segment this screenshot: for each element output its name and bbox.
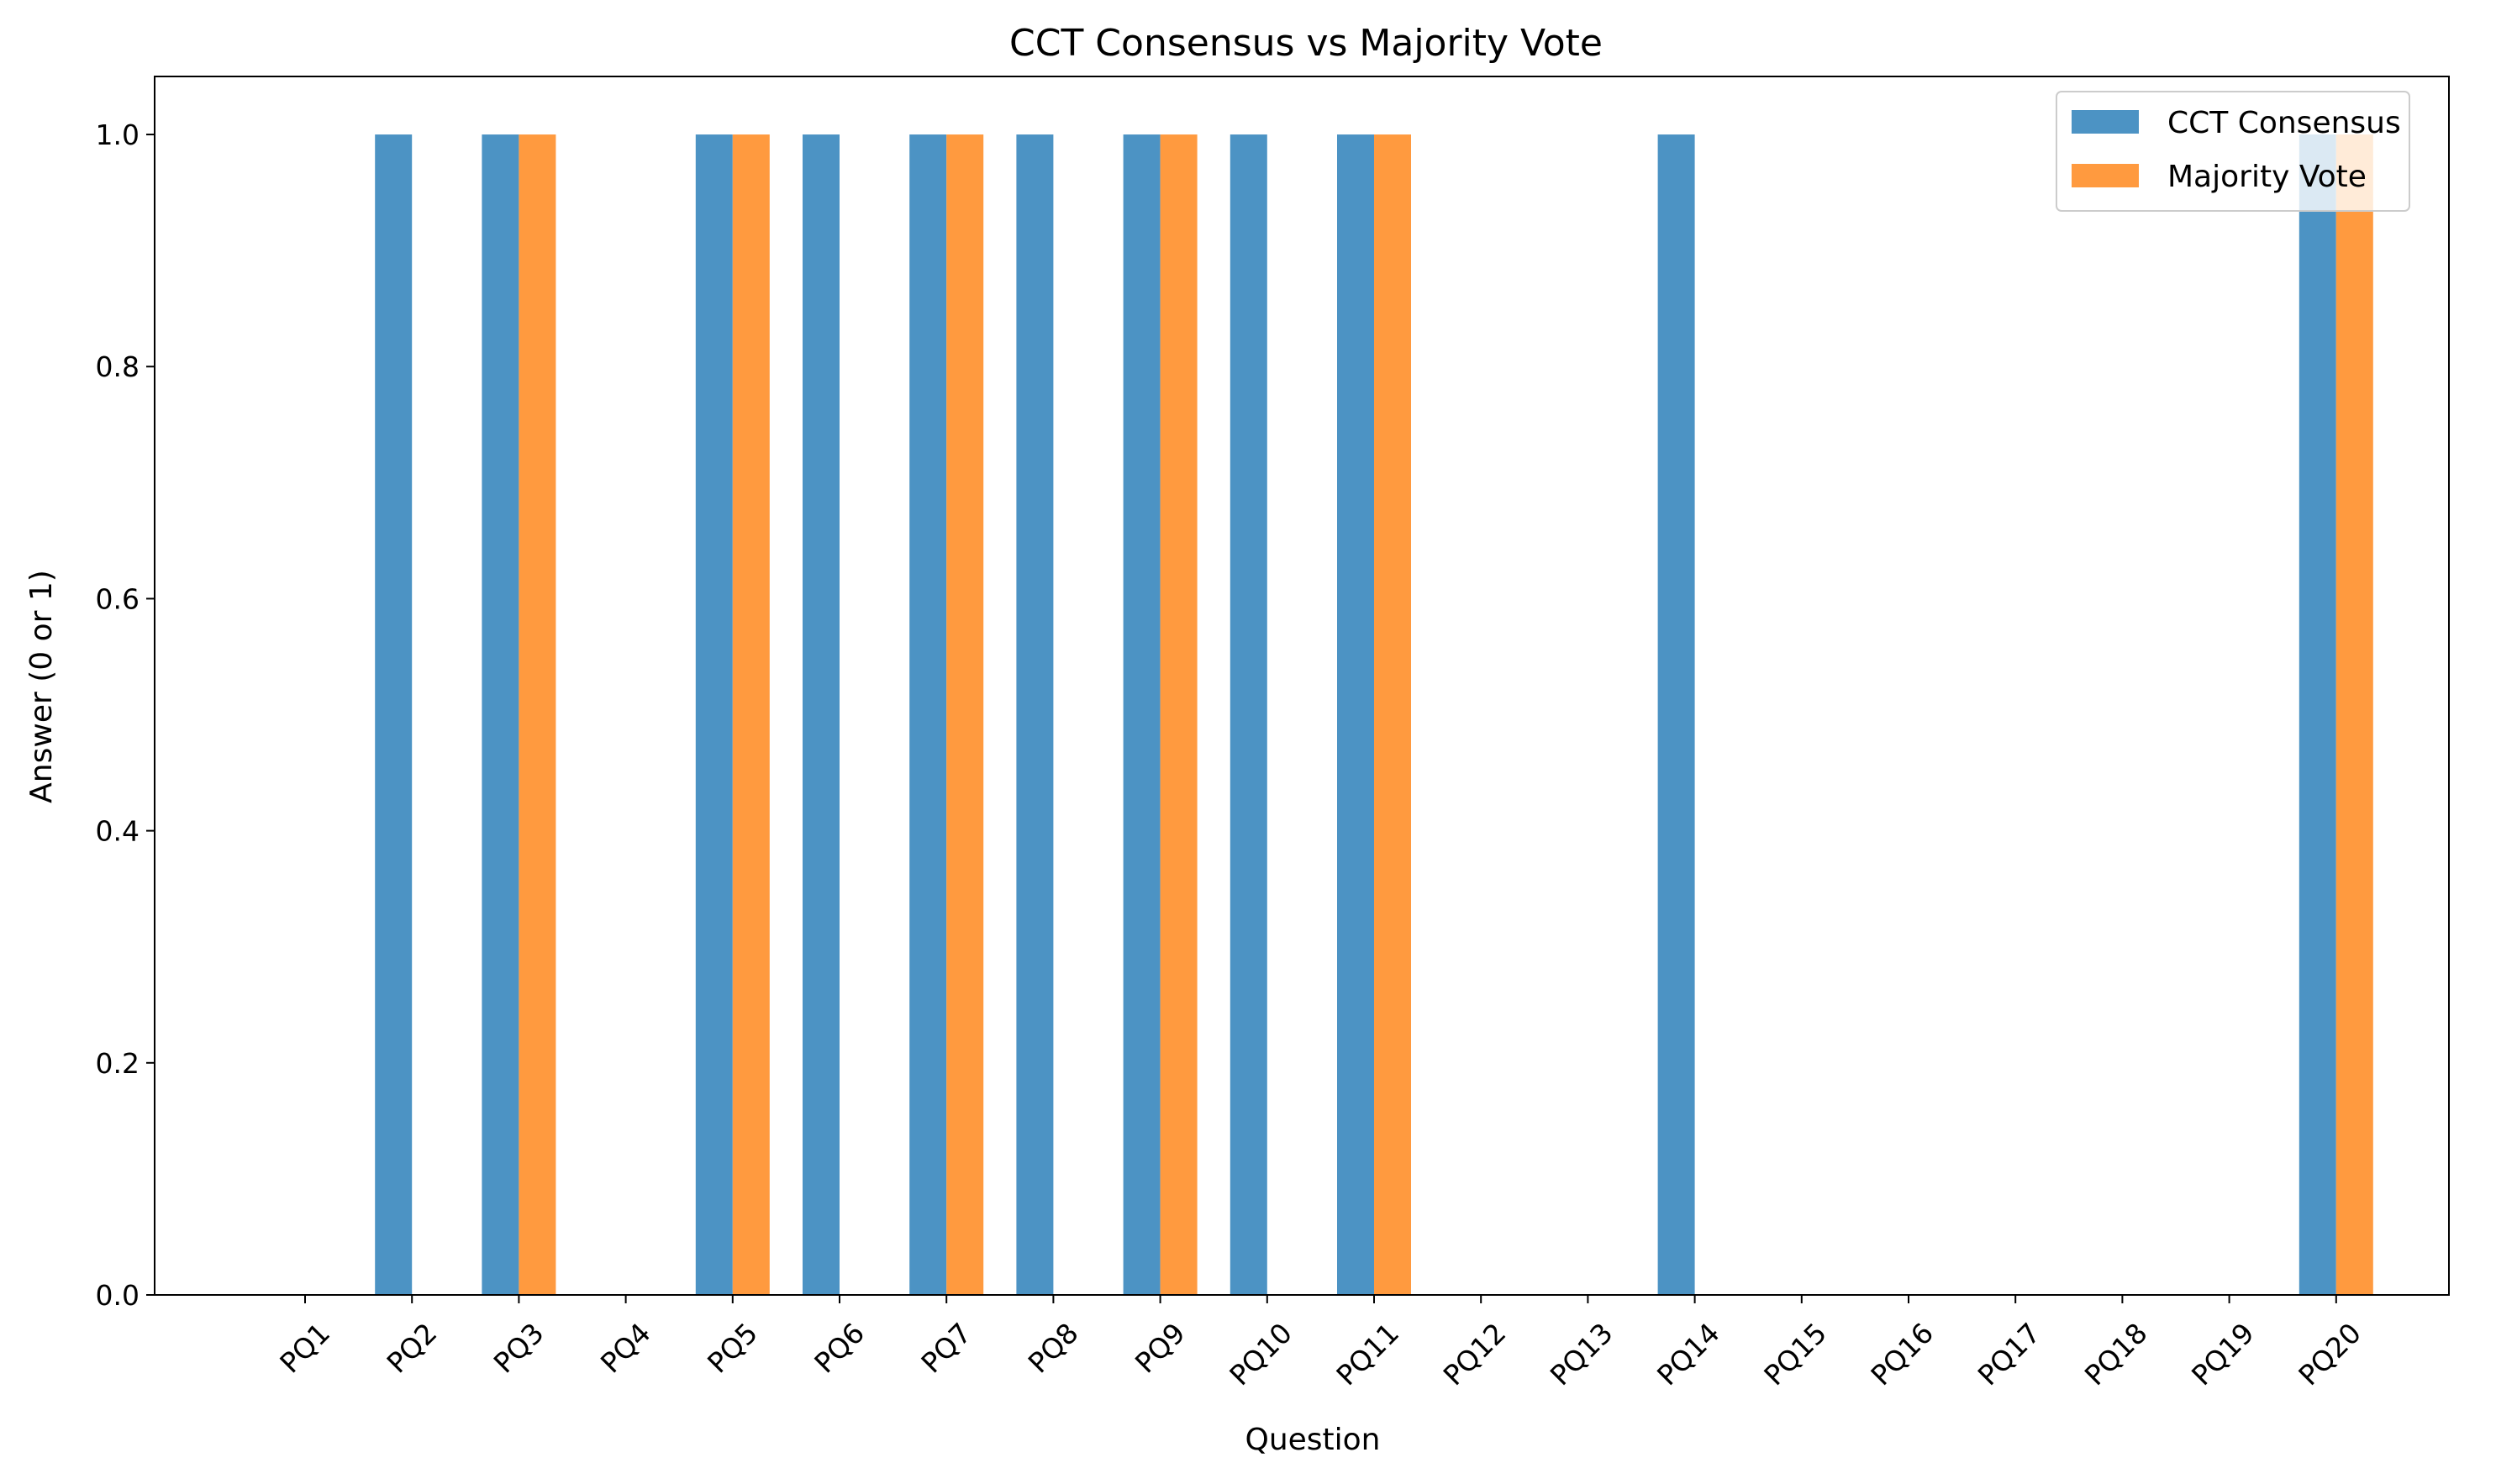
- y-tick-label: 0.6: [96, 582, 140, 615]
- bar-cct-consensus-pq10: [1230, 134, 1267, 1295]
- legend-label-majority-vote: Majority Vote: [2167, 160, 2367, 194]
- y-tick-label: 1.0: [96, 118, 140, 151]
- bar-cct-consensus-pq3: [482, 134, 519, 1295]
- bar-cct-consensus-pq2: [375, 134, 413, 1295]
- bar-majority-vote-pq7: [946, 134, 984, 1295]
- bar-cct-consensus-pq7: [909, 134, 947, 1295]
- y-axis: 0.0 0.2 0.4 0.6 0.8 1.0: [96, 118, 155, 1312]
- legend: CCT Consensus Majority Vote: [2056, 91, 2410, 212]
- bar-cct-consensus-pq11: [1337, 134, 1374, 1295]
- x-axis-title: Question: [1245, 1423, 1380, 1457]
- chart-title: CCT Consensus vs Majority Vote: [1009, 22, 1603, 65]
- bar-cct-consensus-pq9: [1123, 134, 1161, 1295]
- legend-swatch-majority-vote: [2072, 164, 2139, 187]
- bar-majority-vote-pq20: [2335, 134, 2373, 1295]
- legend-label-cct-consensus: CCT Consensus: [2167, 106, 2401, 140]
- plot-area-frame: [154, 76, 2450, 1296]
- y-tick-label: 0.8: [96, 350, 140, 383]
- bar-majority-vote-pq5: [732, 134, 770, 1295]
- legend-swatch-cct-consensus: [2072, 110, 2139, 134]
- y-axis-title: Answer (0 or 1): [24, 570, 59, 803]
- y-tick-label: 0.0: [96, 1279, 140, 1312]
- bar-cct-consensus-pq8: [1016, 134, 1054, 1295]
- y-tick-label: 0.2: [96, 1047, 140, 1080]
- bar-cct-consensus-pq20: [2299, 134, 2336, 1295]
- bars-layer: [375, 134, 2373, 1295]
- bar-cct-consensus-pq14: [1657, 134, 1695, 1295]
- bar-majority-vote-pq11: [1374, 134, 1411, 1295]
- bar-majority-vote-pq9: [1160, 134, 1198, 1295]
- bar-cct-consensus-pq6: [803, 134, 840, 1295]
- legend-box: [2056, 91, 2410, 212]
- bar-cct-consensus-pq5: [695, 134, 733, 1295]
- y-tick-label: 0.4: [96, 815, 140, 848]
- bar-majority-vote-pq3: [519, 134, 556, 1295]
